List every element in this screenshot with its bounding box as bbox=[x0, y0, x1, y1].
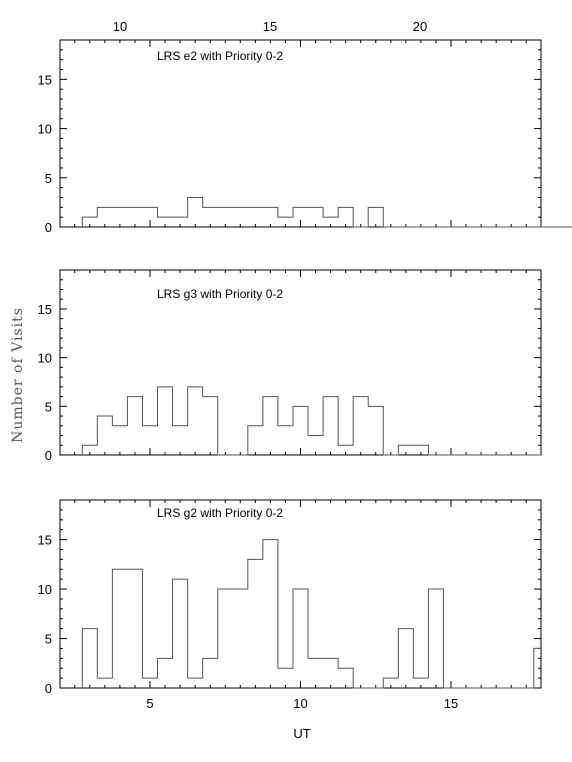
y-tick-label: 0 bbox=[45, 220, 52, 235]
y-tick-label: 15 bbox=[38, 533, 52, 548]
y-tick-label: 5 bbox=[45, 399, 52, 414]
histogram-bar bbox=[293, 406, 308, 455]
histogram-bar bbox=[158, 387, 173, 455]
histogram-bar bbox=[127, 207, 142, 227]
top-x-tick-label: 20 bbox=[413, 19, 427, 34]
histogram-bar bbox=[188, 387, 203, 455]
histogram-bar bbox=[278, 426, 293, 455]
histogram-bar bbox=[203, 207, 218, 227]
histogram-bar bbox=[142, 678, 157, 688]
y-tick-label: 10 bbox=[38, 122, 52, 137]
panel-2: 0 5 10 15 LRS g3 with Priority 0-2 bbox=[38, 269, 542, 463]
histogram-bar bbox=[188, 197, 203, 227]
histogram-bar bbox=[173, 217, 188, 227]
histogram-bar bbox=[233, 207, 248, 227]
histogram-bar bbox=[127, 397, 142, 455]
histogram-series bbox=[81, 196, 572, 228]
histogram-bar bbox=[413, 445, 428, 455]
histogram-bar bbox=[398, 629, 413, 688]
histogram-bar bbox=[534, 648, 541, 688]
histogram-bar bbox=[218, 589, 233, 688]
histogram-bar bbox=[338, 445, 353, 455]
y-tick-label: 5 bbox=[45, 171, 52, 186]
histogram-bar bbox=[368, 406, 383, 455]
histogram-bar bbox=[112, 569, 127, 688]
histogram-bar bbox=[323, 217, 338, 227]
histogram-bar bbox=[293, 589, 308, 688]
histogram-series bbox=[81, 539, 541, 689]
histogram-bar bbox=[82, 217, 97, 227]
x-tick-label: 15 bbox=[444, 696, 458, 711]
chart-title: LRS e2 with Priority 0-2 bbox=[157, 49, 283, 63]
y-tick-label: 10 bbox=[38, 351, 52, 366]
top-x-tick-label: 10 bbox=[113, 19, 127, 34]
histogram-bar bbox=[203, 658, 218, 688]
y-axis-label: Number of Visits bbox=[10, 307, 26, 443]
panel-3: 0 5 10 15 LRS g2 with Priority 0-2 bbox=[38, 499, 542, 696]
y-tick-label: 10 bbox=[38, 582, 52, 597]
histogram-bar bbox=[97, 678, 112, 688]
histogram-bar bbox=[112, 207, 127, 227]
histogram-bar bbox=[428, 589, 443, 688]
histogram-bar bbox=[263, 397, 278, 455]
chart-title: LRS g3 with Priority 0-2 bbox=[157, 287, 283, 301]
y-tick-label: 0 bbox=[45, 448, 52, 463]
histogram-series bbox=[81, 386, 541, 456]
chart-title: LRS g2 with Priority 0-2 bbox=[157, 506, 283, 520]
histogram-bar bbox=[323, 658, 338, 688]
y-tick-label: 0 bbox=[45, 681, 52, 696]
histogram-bar bbox=[233, 589, 248, 688]
histogram-bar bbox=[338, 668, 353, 688]
histogram-bar bbox=[142, 426, 157, 455]
histogram-bar bbox=[368, 207, 383, 227]
y-tick-label: 15 bbox=[38, 302, 52, 317]
histogram-bar bbox=[97, 416, 112, 455]
histogram-bar bbox=[278, 217, 293, 227]
y-tick-label: 5 bbox=[45, 632, 52, 647]
histogram-bar bbox=[218, 207, 233, 227]
histogram-bar bbox=[308, 207, 323, 227]
histogram-bar bbox=[82, 445, 97, 455]
histogram-bar bbox=[248, 559, 263, 688]
histogram-bar bbox=[127, 569, 142, 688]
histogram-bar bbox=[398, 445, 413, 455]
histogram-bar bbox=[278, 668, 293, 688]
histogram-bar bbox=[248, 426, 263, 455]
plot-frame bbox=[59, 39, 542, 228]
histogram-bar bbox=[263, 540, 278, 688]
top-x-tick-label: 15 bbox=[263, 19, 277, 34]
histogram-bar bbox=[293, 207, 308, 227]
y-tick-label: 15 bbox=[38, 72, 52, 87]
histogram-bar bbox=[323, 397, 338, 455]
x-tick-label: 10 bbox=[293, 696, 307, 711]
histogram-bar bbox=[308, 436, 323, 455]
histogram-bar bbox=[173, 579, 188, 688]
x-tick-label: 5 bbox=[146, 696, 153, 711]
histogram-bar bbox=[173, 426, 188, 455]
x-axis-label: UT bbox=[293, 726, 310, 741]
histogram-bar bbox=[97, 207, 112, 227]
histogram-bar bbox=[188, 678, 203, 688]
histogram-bar bbox=[353, 397, 368, 455]
histogram-bar bbox=[82, 629, 97, 688]
histogram-bar bbox=[203, 397, 218, 455]
histogram-bar bbox=[263, 207, 278, 227]
histogram-bar bbox=[338, 207, 353, 227]
histogram-bar bbox=[308, 658, 323, 688]
panel-1: 0 5 10 15 LRS e2 with Priority 0-2 bbox=[38, 39, 572, 235]
histogram-bar bbox=[142, 207, 157, 227]
histogram-bar bbox=[248, 207, 263, 227]
histogram-bar bbox=[112, 426, 127, 455]
histogram-bar bbox=[158, 217, 173, 227]
histogram-bar bbox=[413, 678, 428, 688]
histogram-bar bbox=[158, 658, 173, 688]
histogram-bar bbox=[383, 678, 398, 688]
